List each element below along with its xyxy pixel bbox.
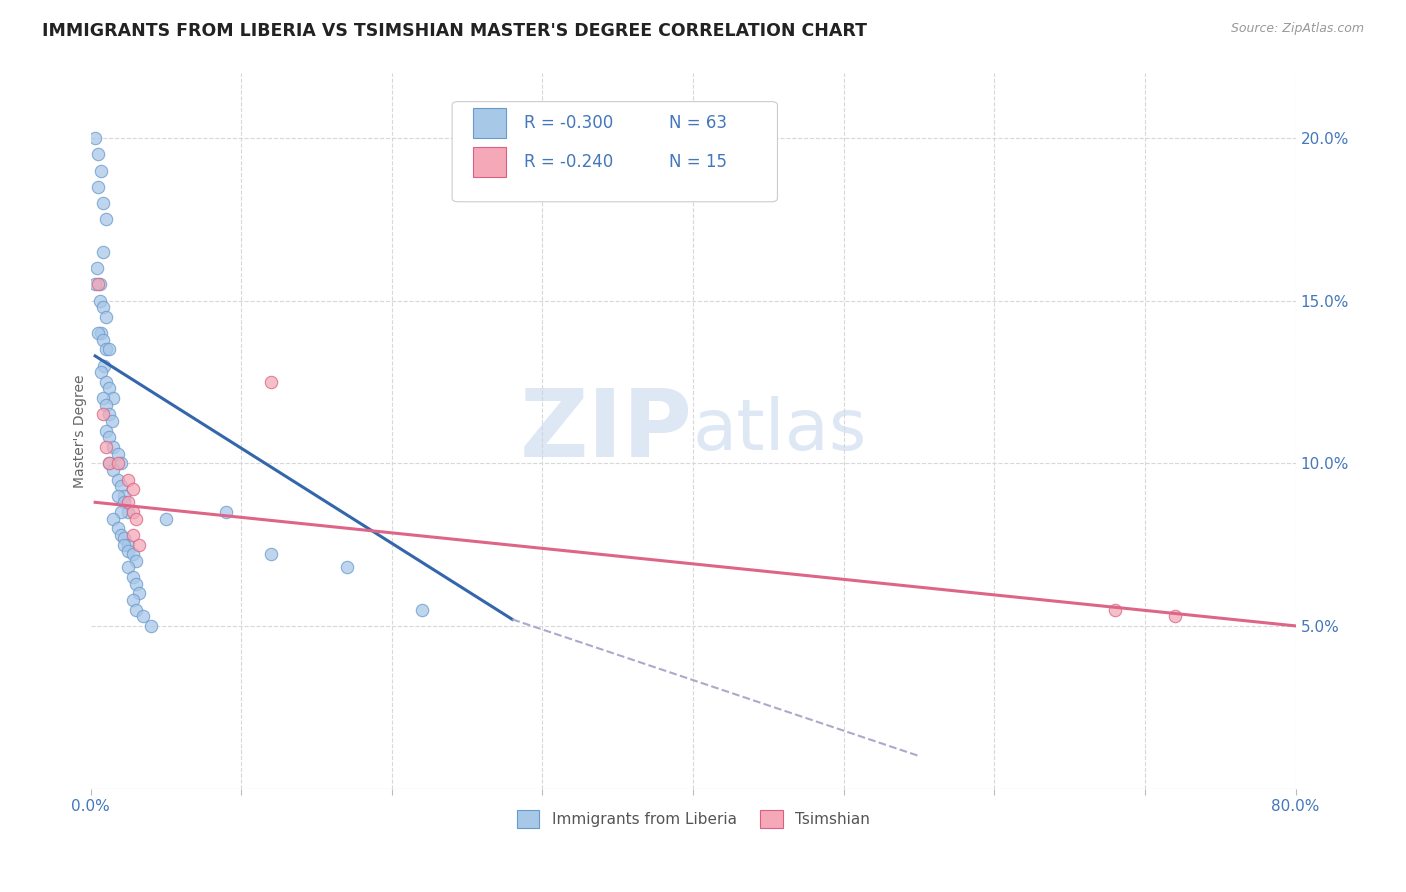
Point bbox=[94, 398, 117, 412]
Point bbox=[112, 489, 135, 503]
Point bbox=[103, 440, 125, 454]
FancyBboxPatch shape bbox=[453, 102, 778, 202]
Point bbox=[91, 333, 114, 347]
Point bbox=[117, 473, 139, 487]
Point bbox=[97, 343, 120, 357]
Point bbox=[110, 456, 132, 470]
Text: atlas: atlas bbox=[693, 396, 868, 466]
Point bbox=[107, 489, 129, 503]
Point bbox=[125, 554, 148, 568]
Point bbox=[87, 326, 110, 341]
FancyBboxPatch shape bbox=[472, 108, 506, 138]
Point bbox=[110, 505, 132, 519]
Point bbox=[103, 511, 125, 525]
FancyBboxPatch shape bbox=[472, 147, 506, 178]
Point bbox=[87, 277, 110, 292]
Point bbox=[91, 196, 114, 211]
Point bbox=[107, 473, 129, 487]
Legend: Immigrants from Liberia, Tsimshian: Immigrants from Liberia, Tsimshian bbox=[510, 804, 876, 835]
Point bbox=[86, 261, 108, 276]
Point bbox=[97, 456, 120, 470]
Point bbox=[97, 408, 120, 422]
Text: R = -0.300: R = -0.300 bbox=[524, 114, 613, 132]
Point bbox=[121, 528, 143, 542]
Text: IMMIGRANTS FROM LIBERIA VS TSIMSHIAN MASTER'S DEGREE CORRELATION CHART: IMMIGRANTS FROM LIBERIA VS TSIMSHIAN MAS… bbox=[42, 22, 868, 40]
Point bbox=[117, 495, 139, 509]
Point bbox=[121, 505, 143, 519]
Point bbox=[91, 408, 114, 422]
Text: N = 15: N = 15 bbox=[669, 153, 727, 171]
Point bbox=[117, 505, 139, 519]
Point bbox=[94, 343, 117, 357]
Point bbox=[125, 511, 148, 525]
Point bbox=[94, 424, 117, 438]
Point bbox=[155, 511, 177, 525]
Point bbox=[260, 547, 283, 561]
Point bbox=[117, 538, 139, 552]
Point bbox=[1104, 602, 1126, 616]
Point bbox=[91, 391, 114, 405]
Point bbox=[112, 538, 135, 552]
Point bbox=[87, 179, 110, 194]
Point bbox=[103, 463, 125, 477]
Point bbox=[260, 375, 283, 389]
Point bbox=[87, 147, 110, 161]
Point bbox=[91, 300, 114, 314]
Point bbox=[121, 547, 143, 561]
Point bbox=[97, 456, 120, 470]
Point bbox=[112, 495, 135, 509]
Point bbox=[110, 528, 132, 542]
Text: R = -0.240: R = -0.240 bbox=[524, 153, 613, 171]
Point bbox=[125, 576, 148, 591]
Point bbox=[100, 414, 122, 428]
Point bbox=[1164, 609, 1187, 624]
Point bbox=[89, 277, 111, 292]
Text: N = 63: N = 63 bbox=[669, 114, 727, 132]
Point bbox=[132, 609, 155, 624]
Point bbox=[91, 244, 114, 259]
Point bbox=[93, 359, 115, 373]
Point bbox=[90, 326, 112, 341]
Text: Source: ZipAtlas.com: Source: ZipAtlas.com bbox=[1230, 22, 1364, 36]
Point bbox=[94, 212, 117, 227]
Point bbox=[97, 382, 120, 396]
Point bbox=[94, 375, 117, 389]
Point bbox=[94, 440, 117, 454]
Point bbox=[107, 521, 129, 535]
Point bbox=[84, 277, 107, 292]
Point bbox=[90, 365, 112, 379]
Point bbox=[112, 531, 135, 545]
Point bbox=[121, 570, 143, 584]
Point bbox=[139, 619, 162, 633]
Point bbox=[117, 560, 139, 574]
Point bbox=[97, 430, 120, 444]
Point bbox=[89, 293, 111, 308]
Y-axis label: Master's Degree: Master's Degree bbox=[73, 374, 87, 488]
Point bbox=[411, 602, 433, 616]
Point bbox=[121, 483, 143, 497]
Text: ZIP: ZIP bbox=[520, 384, 693, 476]
Point bbox=[336, 560, 359, 574]
Point bbox=[107, 446, 129, 460]
Point bbox=[110, 479, 132, 493]
Point bbox=[128, 538, 150, 552]
Point bbox=[94, 310, 117, 324]
Point bbox=[121, 593, 143, 607]
Point bbox=[103, 391, 125, 405]
Point bbox=[128, 586, 150, 600]
Point bbox=[90, 163, 112, 178]
Point bbox=[117, 544, 139, 558]
Point bbox=[215, 505, 238, 519]
Point bbox=[107, 456, 129, 470]
Point bbox=[84, 131, 107, 145]
Point bbox=[125, 602, 148, 616]
